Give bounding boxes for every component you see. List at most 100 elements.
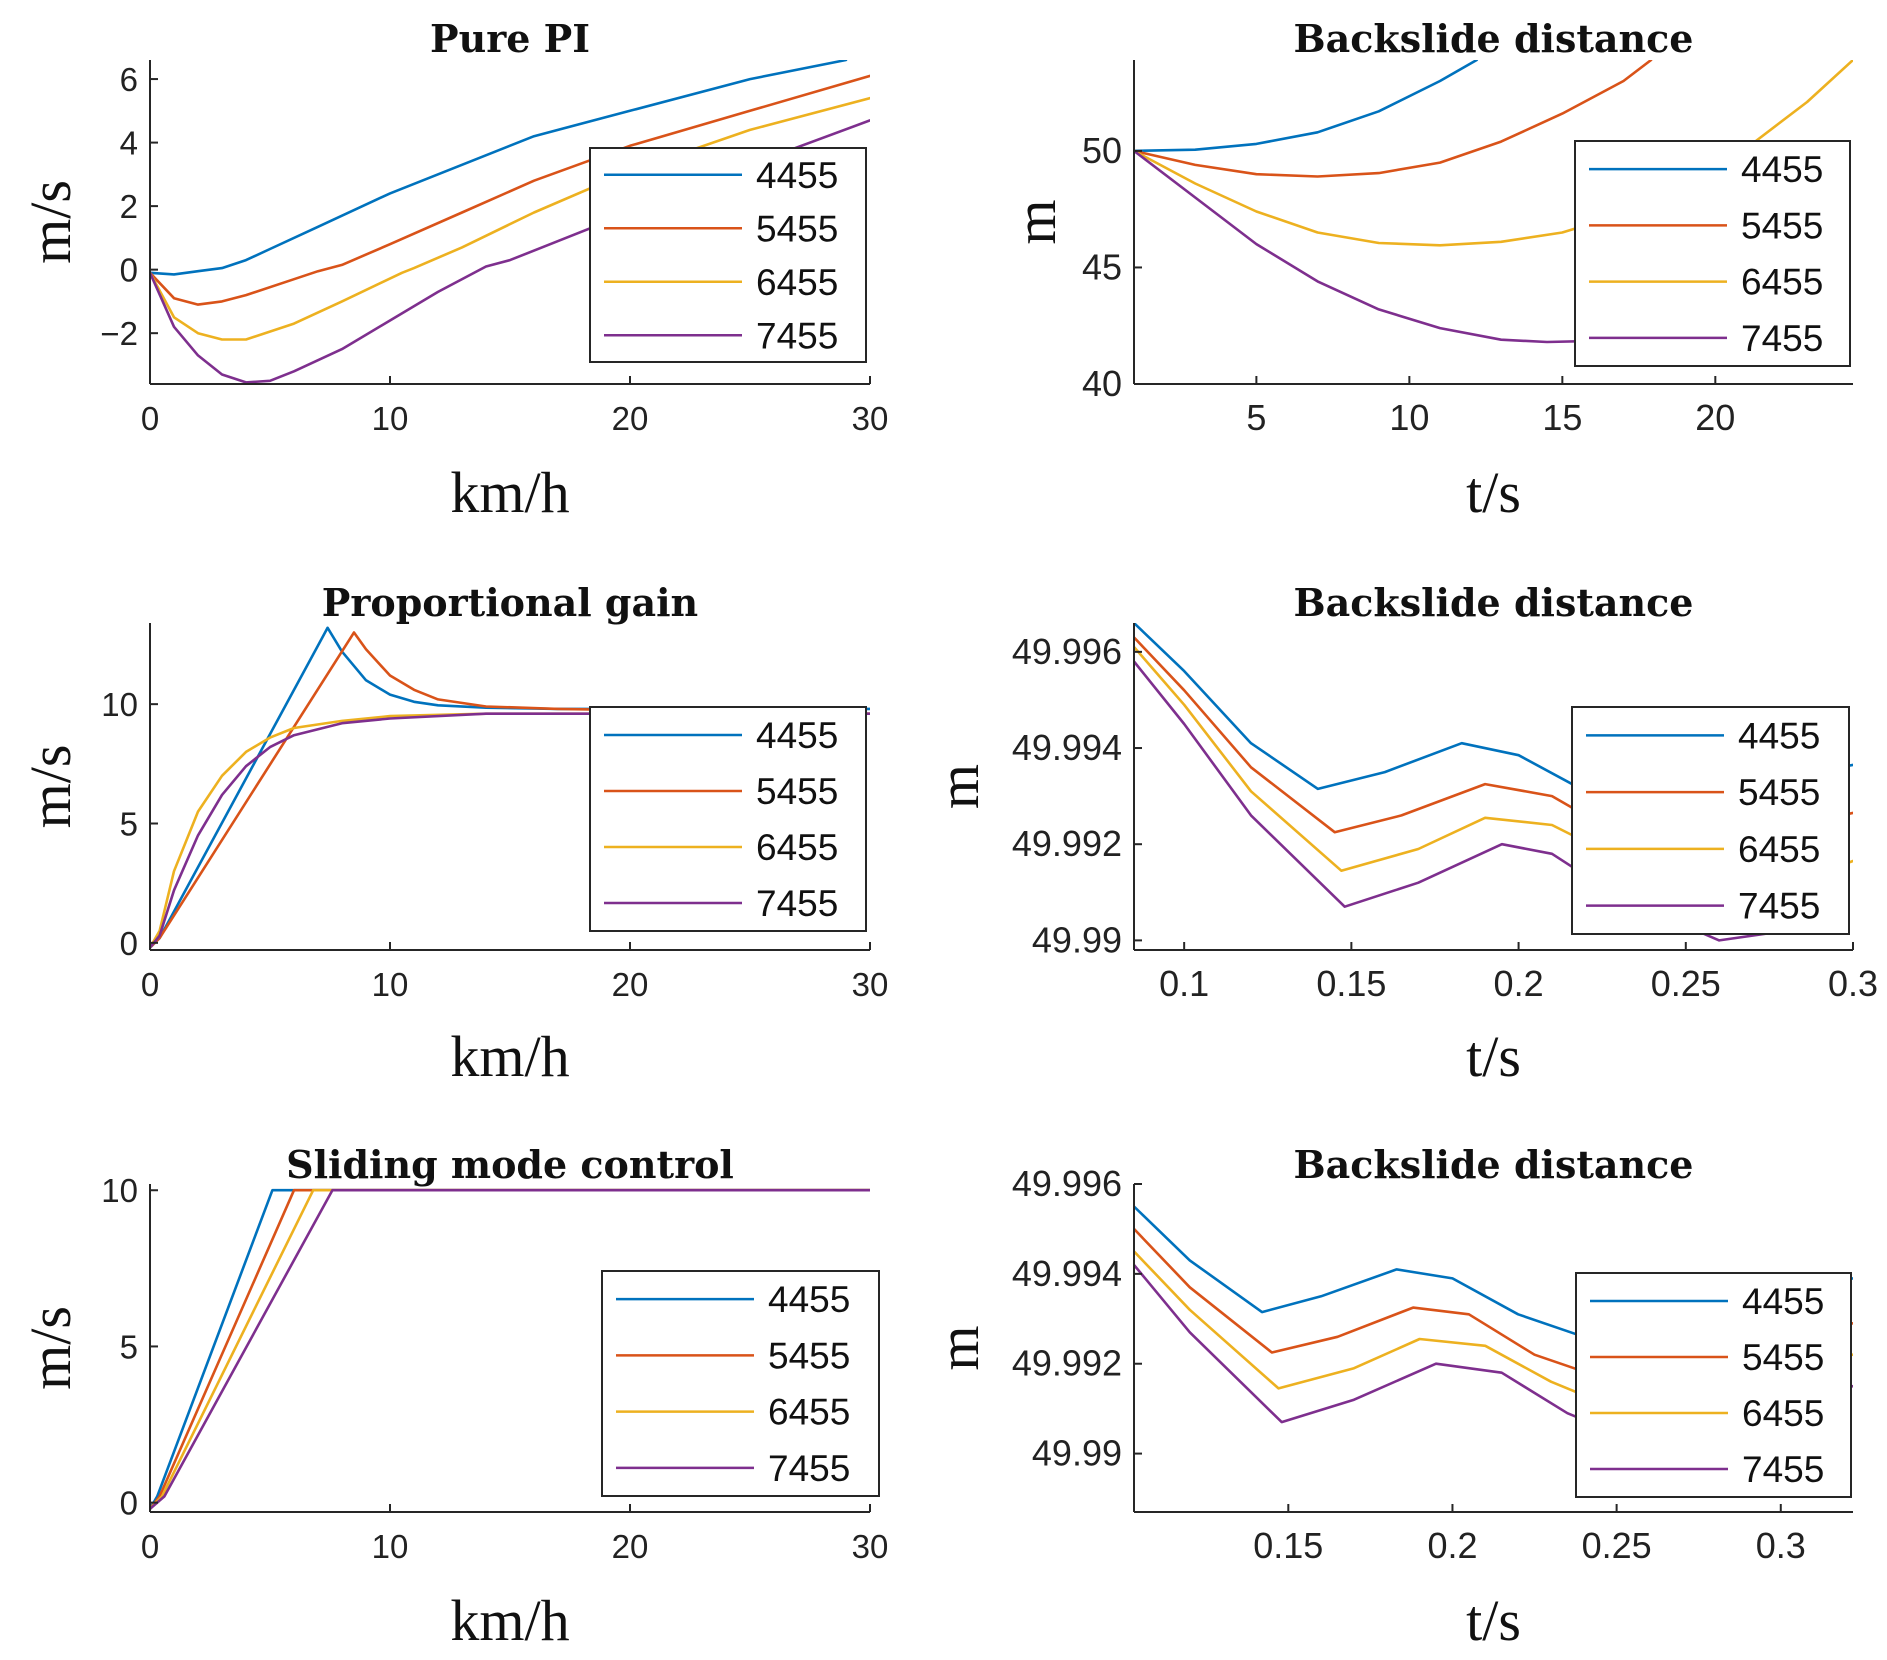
legend-label: 4455 — [768, 1279, 850, 1320]
y-tick-label: −2 — [100, 315, 138, 352]
x-axis-label: km/h — [450, 460, 569, 525]
chart-c6: 0.15 0.2 0.25 0.3 49.99 49.992 49.994 49.996 Bac… — [926, 1142, 1853, 1653]
x-tick-label: 30 — [852, 400, 889, 437]
x-tick-label: 10 — [372, 966, 409, 1003]
legend-label: 6455 — [768, 1392, 850, 1433]
y-axis-label: m — [926, 764, 991, 809]
legend: 4455 5455 6455 7455 — [601, 1270, 880, 1497]
chart-title: Backslide distance — [1294, 1142, 1694, 1187]
x-tick-label: 0.1 — [1159, 963, 1209, 1004]
y-tick-label: 5 — [120, 805, 138, 842]
x-tick-label: 0 — [141, 966, 159, 1003]
legend-box — [589, 706, 867, 932]
legend: 4455 5455 6455 7455 — [589, 147, 867, 363]
x-tick-label: 0.2 — [1427, 1525, 1477, 1566]
legend-label: 4455 — [756, 715, 838, 756]
series-line-7455 — [1134, 149, 1595, 344]
y-tick-label: 45 — [1082, 246, 1122, 287]
chart-title: Backslide distance — [1294, 580, 1694, 625]
legend-box — [601, 1270, 880, 1497]
x-axis-label: t/s — [1466, 1588, 1521, 1653]
x-axis-label: km/h — [450, 1588, 569, 1653]
legend-box — [1575, 1272, 1852, 1498]
x-tick-label: 0.3 — [1828, 963, 1878, 1004]
legend-label: 4455 — [1742, 1281, 1824, 1322]
x-tick-label: 0.25 — [1651, 963, 1721, 1004]
x-tick-label: 0.15 — [1253, 1525, 1323, 1566]
legend-label: 7455 — [756, 883, 838, 924]
legend-box — [589, 147, 867, 363]
legend-label: 6455 — [1742, 1393, 1824, 1434]
chart-title: Sliding mode control — [286, 1142, 734, 1187]
chart-c4: 0.1 0.15 0.2 0.25 0.3 49.99 49.992 49.994 49.996… — [926, 580, 1878, 1089]
legend-label: 7455 — [1741, 318, 1823, 359]
legend-label: 5455 — [1742, 1337, 1824, 1378]
x-tick-label: 20 — [612, 400, 649, 437]
x-tick-label: 0.2 — [1494, 963, 1544, 1004]
y-tick-label: 2 — [120, 188, 138, 225]
y-tick-label: 10 — [101, 686, 138, 723]
x-tick-label: 0 — [141, 400, 159, 437]
legend-label: 7455 — [756, 315, 838, 356]
x-tick-label: 10 — [372, 1528, 409, 1565]
legend-box — [1571, 706, 1850, 935]
chart-title: Pure PI — [430, 16, 590, 61]
legend-label: 5455 — [756, 208, 838, 249]
series-line-5455 — [1134, 60, 1653, 178]
y-tick-label: 49.996 — [1012, 1163, 1122, 1204]
y-tick-label: 49.996 — [1012, 631, 1122, 672]
x-tick-label: 15 — [1542, 397, 1582, 438]
y-tick-label: 0 — [120, 925, 138, 962]
legend-label: 6455 — [1738, 829, 1820, 870]
x-tick-label: 10 — [372, 400, 409, 437]
x-axis-label: t/s — [1466, 1024, 1521, 1089]
legend-label: 6455 — [756, 827, 838, 868]
legend: 4455 5455 6455 7455 — [1575, 1272, 1852, 1498]
legend: 4455 5455 6455 7455 — [1574, 140, 1851, 367]
legend-label: 7455 — [768, 1448, 850, 1489]
y-tick-label: 49.992 — [1012, 1343, 1122, 1384]
y-axis-label: m/s — [18, 180, 83, 264]
y-tick-label: 49.99 — [1032, 919, 1122, 960]
series-line-4455 — [1134, 60, 1478, 153]
legend-label: 7455 — [1742, 1449, 1824, 1490]
y-tick-label: 40 — [1082, 363, 1122, 404]
chart-title: Backslide distance — [1294, 16, 1694, 61]
y-tick-label: 5 — [120, 1328, 138, 1365]
legend-label: 5455 — [768, 1335, 850, 1376]
series-line-7455 — [150, 712, 870, 949]
y-axis-label: m/s — [18, 1306, 83, 1390]
x-tick-label: 20 — [612, 1528, 649, 1565]
legend-label: 6455 — [756, 262, 838, 303]
x-axis-label: km/h — [450, 1024, 569, 1089]
x-tick-label: 10 — [1389, 397, 1429, 438]
chart-c1: 0 10 20 30 −2 0 2 4 6 Pure PI km/h m/s 4455 5455 6455 7… — [18, 16, 888, 525]
y-tick-label: 49.99 — [1032, 1433, 1122, 1474]
x-tick-label: 0.25 — [1582, 1525, 1652, 1566]
chart-c2: 5 10 15 20 40 45 50 Backslide distance t/s m 4455 5… — [1003, 16, 1853, 525]
x-axis-label: t/s — [1466, 460, 1521, 525]
y-axis-label: m — [1003, 199, 1068, 244]
series-line-4455 — [150, 60, 848, 276]
y-tick-label: 50 — [1082, 130, 1122, 171]
x-tick-label: 5 — [1246, 397, 1266, 438]
x-tick-label: 20 — [1695, 397, 1735, 438]
x-tick-label: 0.15 — [1316, 963, 1386, 1004]
chart-c3: 0 10 20 30 0 5 10 Proportional gain km/h m/s 4455 5… — [18, 580, 888, 1089]
y-tick-label: 4 — [120, 125, 138, 162]
chart-title: Proportional gain — [322, 580, 698, 625]
y-tick-label: 6 — [120, 61, 138, 98]
legend: 4455 5455 6455 7455 — [589, 706, 867, 932]
legend-label: 4455 — [1741, 149, 1823, 190]
x-tick-label: 30 — [852, 1528, 889, 1565]
y-tick-label: 49.994 — [1012, 1253, 1122, 1294]
legend-label: 4455 — [756, 155, 838, 196]
legend-label: 7455 — [1738, 886, 1820, 927]
y-tick-label: 49.992 — [1012, 823, 1122, 864]
legend-label: 5455 — [1738, 772, 1820, 813]
y-tick-label: 49.994 — [1012, 727, 1122, 768]
chart-c5: 0 10 20 30 0 5 10 Sliding mode control km/h m/s 44… — [18, 1142, 888, 1653]
x-tick-label: 0.3 — [1756, 1525, 1806, 1566]
y-axis-label: m/s — [18, 745, 83, 829]
